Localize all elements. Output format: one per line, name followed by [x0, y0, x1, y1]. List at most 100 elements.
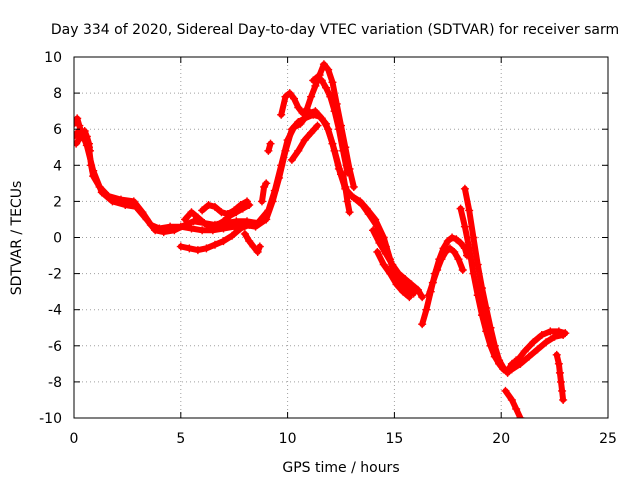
data-point	[281, 92, 290, 101]
data-point	[339, 146, 348, 155]
data-point	[452, 235, 461, 244]
data-point	[422, 305, 431, 314]
data-point	[313, 72, 322, 81]
data-point	[424, 291, 433, 300]
y-tick-label: 2	[53, 194, 62, 210]
data-point	[349, 182, 358, 191]
y-tick-label: 6	[53, 122, 62, 138]
data-point	[294, 103, 303, 112]
y-tick-label: 4	[53, 158, 62, 174]
data-point	[187, 208, 196, 217]
data-point	[456, 238, 465, 247]
data-point	[185, 244, 194, 253]
data-point	[193, 213, 202, 222]
data-point	[255, 242, 264, 251]
y-tick-label: 10	[44, 50, 62, 66]
data-point	[456, 204, 465, 213]
data-point	[345, 208, 354, 217]
data-point	[537, 330, 546, 339]
data-point	[343, 197, 352, 206]
data-point	[170, 226, 179, 235]
grid	[74, 57, 608, 418]
data-point	[554, 327, 563, 336]
data-point	[473, 260, 482, 269]
data-point	[392, 280, 401, 289]
data-point	[482, 327, 491, 336]
data-point	[324, 125, 333, 134]
data-point	[443, 237, 452, 246]
data-point	[445, 244, 454, 253]
series-decline-b	[374, 248, 413, 301]
data-point	[245, 220, 254, 229]
data-point	[441, 247, 450, 256]
data-point	[317, 114, 326, 123]
data-point	[373, 247, 382, 256]
data-point	[277, 161, 286, 170]
data-point	[270, 186, 279, 195]
data-point	[311, 81, 320, 90]
data-point	[413, 285, 422, 294]
data-point	[418, 293, 427, 302]
data-point	[294, 146, 303, 155]
data-point	[277, 110, 286, 119]
y-tick-label: 0	[53, 231, 62, 247]
data-point	[262, 179, 271, 188]
data-point	[189, 217, 198, 226]
data-point	[213, 220, 222, 229]
data-point	[266, 139, 275, 148]
x-tick-label: 5	[176, 431, 185, 447]
data-point	[322, 83, 331, 92]
data-point	[460, 184, 469, 193]
data-point	[533, 345, 542, 354]
series-plume-b	[340, 171, 353, 216]
data-point	[330, 146, 339, 155]
data-point	[388, 260, 397, 269]
data-point	[311, 107, 320, 116]
data-point	[386, 269, 395, 278]
data-point	[75, 121, 84, 130]
data-point	[364, 210, 373, 219]
y-tick-label: -8	[48, 375, 62, 391]
data-point	[80, 127, 89, 136]
data-point	[223, 210, 232, 219]
data-point	[507, 395, 516, 404]
data-point	[285, 89, 294, 98]
data-point	[298, 108, 307, 117]
data-point	[253, 247, 262, 256]
y-tick-label: 8	[53, 86, 62, 102]
data-point	[554, 359, 563, 368]
data-point	[290, 94, 299, 103]
data-point	[84, 139, 93, 148]
data-point	[381, 249, 390, 258]
data-point	[319, 60, 328, 69]
data-point	[307, 128, 316, 137]
data-point	[375, 238, 384, 247]
data-point	[198, 206, 207, 215]
data-point	[232, 217, 241, 226]
data-point	[373, 222, 382, 231]
data-point	[176, 242, 185, 251]
data-point	[307, 92, 316, 101]
data-point	[328, 78, 337, 87]
x-tick-label: 25	[599, 431, 617, 447]
data-point	[407, 280, 416, 289]
data-point	[313, 121, 322, 130]
data-point	[219, 217, 228, 226]
data-point	[283, 136, 292, 145]
data-point	[341, 182, 350, 191]
x-axis-label: GPS time / hours	[282, 460, 399, 476]
data-point	[339, 170, 348, 179]
y-axis-label: SDTVAR / TECUs	[9, 181, 25, 296]
data-point	[317, 76, 326, 85]
data-point	[74, 132, 78, 141]
x-tick-label: 20	[492, 431, 510, 447]
data-point	[469, 269, 478, 278]
y-tick-label: -4	[48, 303, 62, 319]
data-point	[324, 65, 333, 74]
data-point	[142, 215, 151, 224]
data-point	[240, 229, 249, 238]
data-point	[330, 107, 339, 116]
data-point	[407, 287, 416, 296]
data-point	[557, 377, 566, 386]
data-point	[82, 132, 91, 141]
